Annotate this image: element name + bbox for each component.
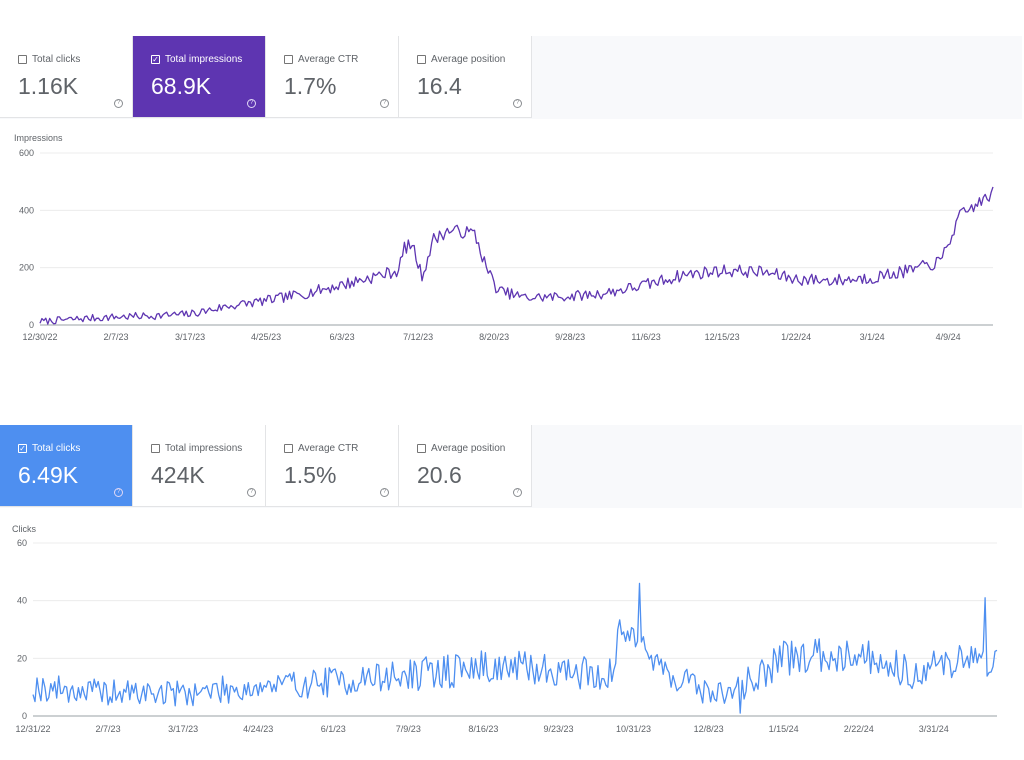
metric-average-ctr[interactable]: Average CTR 1.7% ? (266, 36, 399, 118)
y-tick-label: 400 (19, 205, 34, 215)
x-tick-label: 2/22/24 (844, 724, 874, 734)
x-tick-label: 12/8/23 (694, 724, 724, 734)
checkbox-checked-icon[interactable]: ✓ (151, 54, 160, 64)
metric-value: 424K (151, 462, 205, 488)
help-icon[interactable]: ? (114, 488, 123, 497)
x-tick-label: 12/31/22 (15, 724, 50, 734)
metric-tiles: ✓ Total clicks 6.49K ? Total impressions… (0, 425, 1022, 508)
y-tick-label: 20 (17, 653, 27, 663)
impressions-chart: Impressions 0 200 400 600 12/30/22 2/7/23 3/17/… (14, 133, 994, 342)
metric-total-clicks[interactable]: Total clicks 1.16K ? (0, 36, 133, 118)
metric-value: 20.6 (417, 462, 462, 488)
help-icon[interactable]: ? (380, 99, 389, 108)
x-tick-label: 9/23/23 (543, 724, 573, 734)
x-tick-label: 8/16/23 (468, 724, 498, 734)
metric-total-impressions[interactable]: ✓ Total impressions 68.9K ? (133, 36, 266, 118)
metric-value: 1.5% (284, 462, 337, 488)
x-tick-label: 4/9/24 (936, 332, 961, 342)
x-tick-label: 1/22/24 (781, 332, 811, 342)
impressions-report-panel: Total clicks 1.16K ? ✓ Total impressions… (0, 36, 1022, 364)
help-icon[interactable]: ? (513, 488, 522, 497)
metric-label: Total impressions (165, 54, 243, 65)
y-axis-label: Impressions (14, 133, 63, 143)
checkbox-icon[interactable] (151, 444, 160, 453)
checkbox-icon[interactable] (417, 444, 426, 453)
help-icon[interactable]: ? (513, 99, 522, 108)
x-tick-label: 3/17/23 (168, 724, 198, 734)
metric-label: Total clicks (32, 443, 81, 454)
metric-average-position[interactable]: Average position 16.4 ? (399, 36, 532, 118)
metric-total-clicks[interactable]: ✓ Total clicks 6.49K ? (0, 425, 133, 507)
x-tick-label: 11/6/23 (631, 332, 660, 342)
x-tick-label: 3/1/24 (860, 332, 885, 342)
metric-value: 1.16K (18, 73, 79, 99)
checkbox-checked-icon[interactable]: ✓ (18, 443, 27, 453)
y-tick-label: 200 (19, 263, 34, 273)
y-tick-label: 600 (19, 148, 34, 158)
y-tick-label: 0 (22, 711, 27, 721)
y-axis-label: Clicks (12, 524, 36, 534)
checkbox-icon[interactable] (18, 55, 27, 64)
checkbox-icon[interactable] (284, 55, 293, 64)
clicks-report-panel: ✓ Total clicks 6.49K ? Total impressions… (0, 425, 1022, 755)
series-line (32, 582, 998, 714)
metric-label: Average CTR (298, 443, 359, 454)
x-tick-label: 6/1/23 (321, 724, 346, 734)
impressions-chart-area: Impressions 0 200 400 600 12/30/22 2/7/23 3/17/… (0, 119, 1022, 364)
x-tick-label: 7/9/23 (396, 724, 421, 734)
y-tick-label: 0 (29, 320, 34, 330)
x-tick-label: 6/3/23 (330, 332, 355, 342)
clicks-chart-area: Clicks 0 20 40 60 12/31/22 2/7/23 3/17/23 4/24/2… (0, 508, 1022, 755)
x-tick-label: 4/24/23 (243, 724, 273, 734)
x-tick-label: 7/12/23 (403, 332, 433, 342)
x-tick-label: 9/28/23 (555, 332, 585, 342)
y-tick-label: 60 (17, 538, 27, 548)
x-tick-label: 3/17/23 (175, 332, 205, 342)
help-icon[interactable]: ? (380, 488, 389, 497)
help-icon[interactable]: ? (247, 99, 256, 108)
metric-value: 16.4 (417, 73, 462, 99)
x-tick-label: 8/20/23 (479, 332, 509, 342)
metric-value: 1.7% (284, 73, 337, 99)
series-line (39, 186, 994, 325)
metric-label: Average CTR (298, 54, 359, 65)
metric-tiles: Total clicks 1.16K ? ✓ Total impressions… (0, 36, 1022, 119)
x-tick-label: 12/30/22 (22, 332, 57, 342)
checkbox-icon[interactable] (284, 444, 293, 453)
metric-label: Average position (431, 443, 506, 454)
metric-label: Total impressions (165, 443, 243, 454)
help-icon[interactable]: ? (247, 488, 256, 497)
x-tick-label: 10/31/23 (616, 724, 651, 734)
metric-value: 68.9K (151, 73, 212, 99)
x-tick-label: 2/7/23 (96, 724, 121, 734)
x-tick-label: 4/25/23 (251, 332, 281, 342)
clicks-chart: Clicks 0 20 40 60 12/31/22 2/7/23 3/17/23 4/24/2… (12, 524, 998, 734)
metric-label: Total clicks (32, 54, 81, 65)
metric-value: 6.49K (18, 462, 79, 488)
x-tick-label: 1/15/24 (769, 724, 799, 734)
checkbox-icon[interactable] (417, 55, 426, 64)
metric-label: Average position (431, 54, 506, 65)
x-tick-label: 3/31/24 (919, 724, 949, 734)
y-tick-label: 40 (17, 596, 27, 606)
metric-total-impressions[interactable]: Total impressions 424K ? (133, 425, 266, 507)
x-tick-label: 2/7/23 (103, 332, 128, 342)
help-icon[interactable]: ? (114, 99, 123, 108)
metric-average-position[interactable]: Average position 20.6 ? (399, 425, 532, 507)
x-tick-label: 12/15/23 (705, 332, 740, 342)
metric-average-ctr[interactable]: Average CTR 1.5% ? (266, 425, 399, 507)
